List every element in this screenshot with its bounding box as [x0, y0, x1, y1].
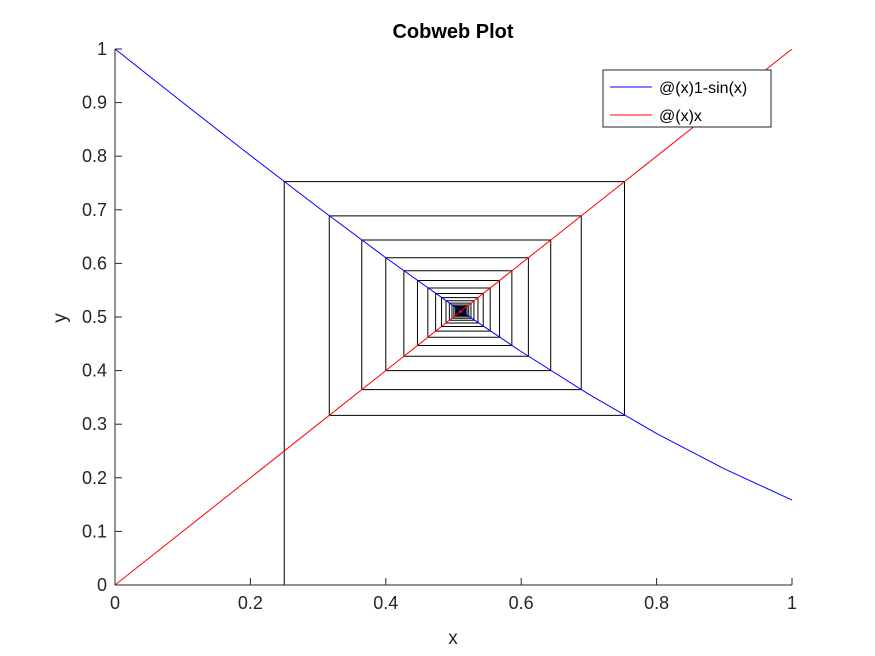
x-tick-label: 0.8 [644, 593, 669, 613]
x-tick-label: 0 [110, 593, 120, 613]
y-tick-label: 0.6 [82, 253, 107, 273]
x-tick-label: 0.4 [373, 593, 398, 613]
y-tick-label: 0.7 [82, 200, 107, 220]
plot-area [115, 49, 792, 585]
y-tick-label: 0 [97, 575, 107, 595]
series-line-identity [115, 49, 792, 585]
legend-label-1-minus-sin: @(x)1-sin(x) [659, 80, 747, 97]
x-axis-label: x [448, 628, 458, 649]
legend-label-identity: @(x)x [659, 108, 702, 125]
y-tick-label: 0.9 [82, 93, 107, 113]
y-tick-label: 0.8 [82, 146, 107, 166]
y-axis-label: y [50, 313, 71, 323]
y-tick-label: 0.3 [82, 414, 107, 434]
x-tick-label: 0.6 [509, 593, 534, 613]
chart-title: Cobweb Plot [392, 21, 513, 43]
x-tick-label: 0.2 [238, 593, 263, 613]
legend-box [602, 69, 772, 128]
y-tick-label: 0.5 [82, 307, 107, 327]
x-tick-label: 1 [787, 593, 797, 613]
y-tick-label: 0.1 [82, 521, 107, 541]
axes: 0 0.2 0.4 0.6 0.8 1 0 0.1 0.2 0.3 0.4 0.5 0.6 0.7 0.8 0… [82, 39, 797, 613]
y-tick-label: 1 [97, 39, 107, 59]
y-tick-label: 0.2 [82, 468, 107, 488]
legend: @(x)1-sin(x) @(x)x [602, 69, 772, 128]
y-tick-label: 0.4 [82, 361, 107, 381]
series-line-one-minus-sin [115, 49, 792, 501]
